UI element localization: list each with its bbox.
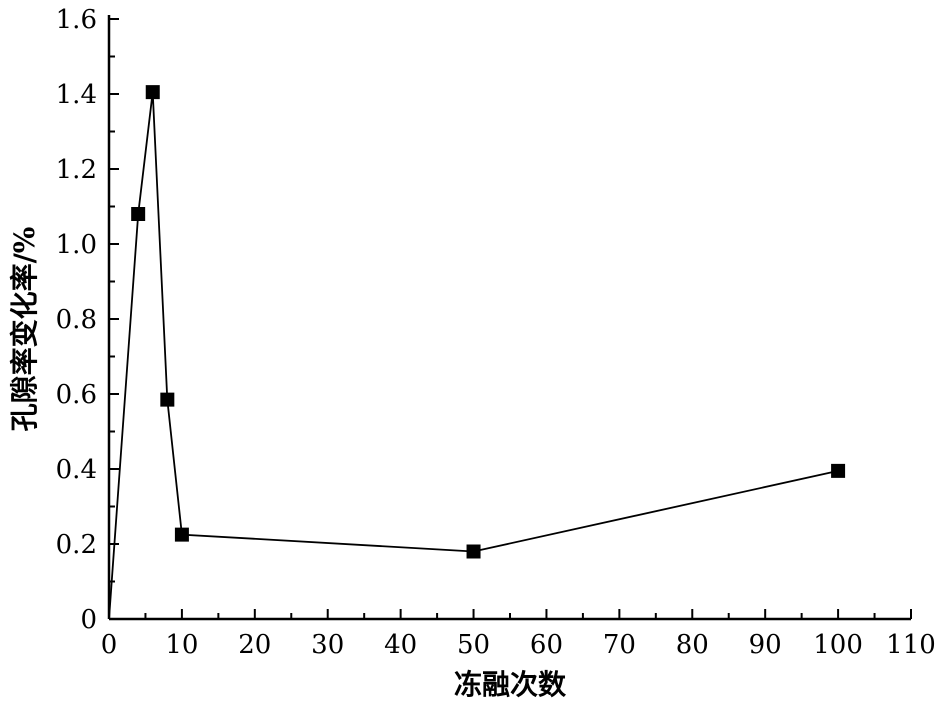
y-tick-label: 0 [80,605,97,635]
x-tick-label: 50 [457,630,490,660]
x-tick-label: 110 [886,630,936,660]
y-tick-label: 1.0 [56,230,97,260]
x-tick-label: 70 [603,630,636,660]
data-point-marker [160,392,175,407]
ticks: 0 10 20 30 40 50 60 70 80 90 100 110 0 0.2 0.4 0.6 0.8 1.… [56,5,936,660]
x-tick-label: 20 [238,630,271,660]
x-tick-label: 60 [530,630,563,660]
series [108,85,846,620]
y-tick-label: 0.6 [56,380,97,410]
x-tick-label: 40 [384,630,417,660]
y-tick-label: 0.8 [56,305,97,335]
x-tick-label: 10 [165,630,198,660]
series-line [108,91,839,620]
data-point-marker [145,85,160,100]
x-tick-label: 30 [311,630,344,660]
y-tick-label: 1.4 [56,80,97,110]
y-tick-label: 1.6 [56,5,97,35]
data-point-marker [174,527,189,542]
x-tick-label: 90 [749,630,782,660]
data-point-marker [466,544,481,559]
x-tick-label: 0 [101,630,118,660]
y-tick-label: 0.4 [56,455,97,485]
x-tick-label: 80 [676,630,709,660]
data-point-marker [831,463,846,478]
y-axis-title: 孔隙率变化率/% [8,227,41,432]
x-tick-label: 100 [813,630,863,660]
x-axis-title: 冻融次数 [454,668,567,701]
axes [107,15,911,621]
y-tick-label: 1.2 [56,155,97,185]
y-tick-label: 0.2 [56,530,97,560]
data-point-marker [131,207,146,221]
